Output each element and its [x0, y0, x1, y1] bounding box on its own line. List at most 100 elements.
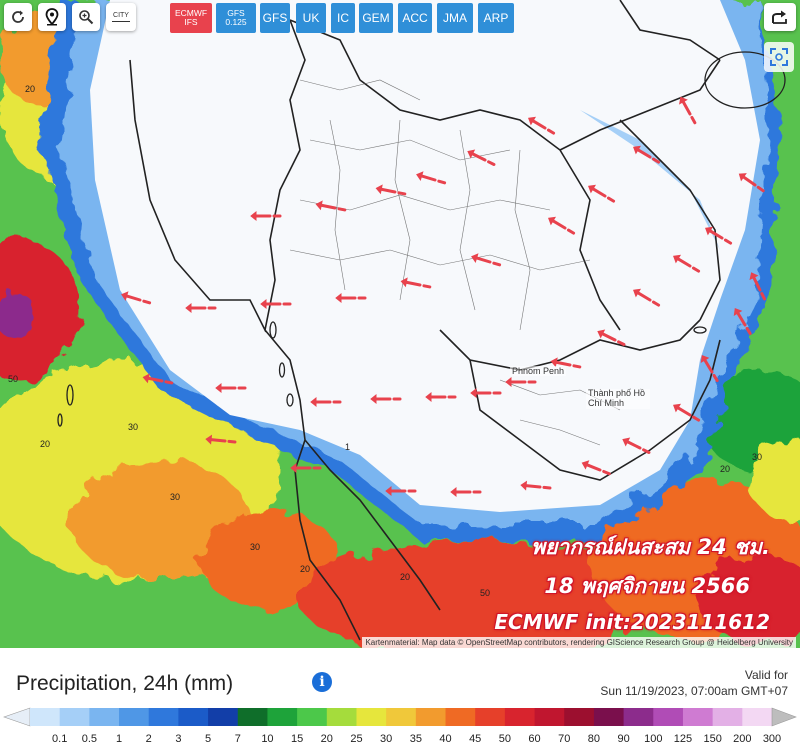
scale-label: 10 [261, 733, 273, 745]
model-button-gfs[interactable]: GFS [260, 3, 290, 33]
model-button-ecmwf[interactable]: ECMWF IFS [170, 3, 212, 33]
svg-text:50: 50 [8, 374, 18, 384]
wind-arrow-head [673, 403, 682, 413]
fullscreen-button[interactable] [764, 42, 794, 72]
city-label: CITY [113, 12, 129, 19]
wind-arrow [636, 148, 652, 159]
scale-swatch [119, 708, 150, 726]
wind-arrow-head [581, 460, 590, 470]
model-button-arp[interactable]: ARP [478, 3, 514, 33]
scale-swatch [89, 708, 120, 726]
scale-label: 60 [528, 733, 540, 745]
wind-arrow-head [310, 396, 317, 408]
wind-arrow-tail [691, 266, 701, 273]
wind-arrow-head [700, 355, 710, 364]
wind-arrow-head [400, 277, 408, 288]
wind-arrow-head [588, 184, 597, 194]
map-attribution[interactable]: Kartenmaterial: Map data © OpenStreetMap… [362, 637, 796, 648]
svg-text:20: 20 [720, 464, 730, 474]
wind-arrow-tail [642, 448, 651, 454]
scale-swatch [653, 708, 684, 726]
wind-arrow-head [260, 298, 267, 310]
wind-arrow [209, 438, 227, 443]
scale-label: 40 [439, 733, 451, 745]
precipitation-map[interactable]: 20 50 20 30 30 30 20 20 50 1 20 30 Phnom… [0, 0, 800, 648]
city-toggle-button[interactable]: CITY [106, 3, 136, 31]
wind-arrow-tail [164, 380, 174, 385]
refresh-button[interactable] [4, 3, 32, 31]
scale-swatch [564, 708, 595, 726]
location-button[interactable] [38, 3, 66, 31]
svg-text:1: 1 [345, 442, 350, 452]
wind-arrow-tail [487, 160, 496, 166]
scale-swatch [593, 708, 625, 726]
wind-arrow-head [470, 387, 477, 399]
model-button-uk[interactable]: UK [296, 3, 326, 33]
wind-arrow [319, 203, 337, 210]
wind-arrow [636, 291, 652, 302]
scale-label: 200 [733, 733, 751, 745]
scale-label: 5 [205, 733, 211, 745]
scale-label: 100 [644, 733, 662, 745]
model-button-gfs-0125[interactable]: GFS 0.125 [216, 3, 256, 33]
scale-label: 150 [703, 733, 721, 745]
scale-label: 35 [410, 733, 422, 745]
wind-arrow-head [673, 254, 682, 264]
scale-swatch [742, 708, 773, 726]
zoom-icon [79, 10, 94, 25]
wind-arrow-head [370, 393, 377, 405]
wind-arrow [554, 360, 572, 367]
wind-arrow-head [738, 173, 747, 182]
scale-swatch [445, 708, 476, 726]
wind-arrow [470, 152, 487, 162]
scale-arrow-right [771, 707, 797, 727]
wind-arrow-tail [651, 300, 661, 307]
scale-label: 125 [674, 733, 692, 745]
wind-arrow-tail [142, 299, 152, 305]
scale-label: 3 [175, 733, 181, 745]
wind-arrow [708, 229, 724, 240]
wind-arrow-head [467, 149, 476, 159]
legend-panel: Precipitation, 24h (mm) i Valid for Sun … [0, 648, 800, 750]
model-button-gem[interactable]: GEM [359, 3, 393, 33]
model-button-acc[interactable]: ACC [398, 3, 432, 33]
share-button[interactable] [764, 3, 796, 31]
wind-arrow-tail [606, 196, 616, 203]
wind-arrow-head [315, 200, 323, 211]
fullscreen-icon [770, 48, 788, 66]
scale-swatch [682, 708, 714, 726]
wind-arrow [591, 187, 607, 198]
wind-arrow [736, 311, 747, 327]
scale-swatch [712, 708, 743, 726]
wind-arrow-head [705, 226, 714, 236]
wind-arrow-tail [492, 261, 502, 267]
scale-label: 45 [469, 733, 481, 745]
model-button-jma[interactable]: JMA [437, 3, 473, 33]
wind-arrow-tail [712, 373, 719, 383]
scale-swatch [267, 708, 298, 726]
wind-arrow [625, 440, 642, 450]
scale-swatch [326, 708, 357, 726]
wind-arrow-tail [227, 439, 237, 444]
model-button-ic[interactable]: IC [331, 3, 355, 33]
wind-arrow-head [142, 373, 150, 384]
scale-swatch [356, 708, 387, 726]
wind-arrow-head [548, 216, 557, 226]
scale-label: 0.5 [82, 733, 97, 745]
svg-text:30: 30 [128, 422, 138, 432]
info-icon[interactable]: i [312, 672, 332, 692]
wind-arrow [676, 257, 692, 268]
wind-arrow-head [505, 376, 512, 388]
scale-swatch [504, 708, 536, 726]
wind-arrow [146, 376, 164, 383]
wind-arrow-tail [542, 485, 552, 490]
wind-arrow-tail [397, 191, 407, 196]
valid-for-label: Valid for [744, 668, 788, 682]
wind-arrow [524, 484, 542, 489]
scale-label: 80 [588, 733, 600, 745]
zoom-button[interactable] [72, 3, 100, 31]
color-scale: 0.1 0.5 1 2 3 5 7 10 15 20 25 30 35 40 45 50 60 70 80 90 100… [3, 707, 797, 745]
wind-arrow-tail [602, 469, 611, 476]
wind-arrow-head [290, 462, 297, 474]
wind-arrow [125, 294, 142, 302]
